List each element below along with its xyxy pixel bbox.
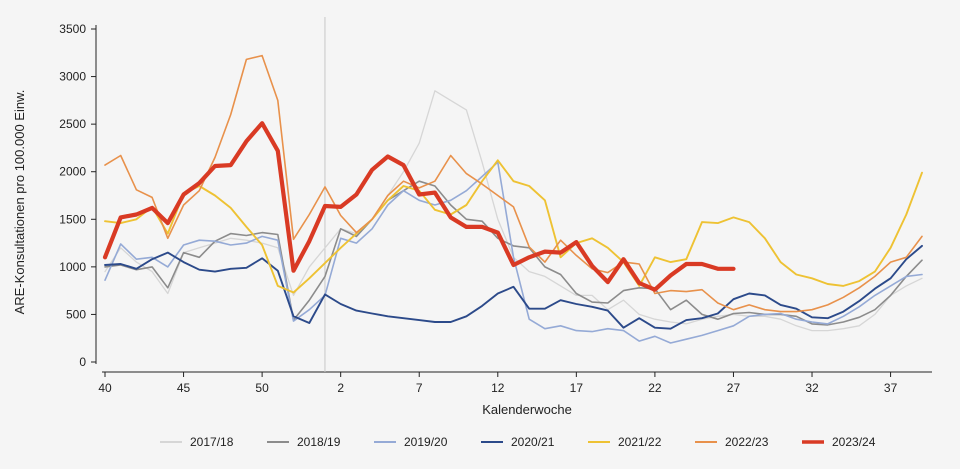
legend-item-2022-23: 2022/23	[695, 435, 769, 449]
series-line-2022-23	[104, 54, 923, 313]
legend-label: 2021/22	[618, 435, 662, 449]
legend-label: 2018/19	[297, 435, 341, 449]
x-tick-label: 12	[491, 381, 505, 395]
legend-item-2017-18: 2017/18	[160, 435, 234, 449]
series-line-2019-20	[104, 161, 923, 344]
x-tick-label: 45	[177, 381, 191, 395]
y-tick-label: 2500	[59, 117, 86, 131]
x-tick-label: 32	[805, 381, 819, 395]
x-tick-label: 40	[98, 381, 112, 395]
legend-label: 2017/18	[190, 435, 234, 449]
legend: 2017/18 2018/19 2019/20 2020/21 2021/22 2022/…	[160, 435, 876, 449]
legend-item-2023-24: 2023/24	[802, 435, 876, 449]
series-line-2020-21	[104, 244, 923, 330]
y-tick-label: 0	[79, 355, 86, 369]
x-tick-label: 50	[255, 381, 269, 395]
legend-label: 2023/24	[832, 435, 876, 449]
legend-label: 2019/20	[404, 435, 448, 449]
y-tick-label: 500	[66, 307, 86, 321]
y-tick-label: 3500	[59, 22, 86, 36]
y-tick-label: 3000	[59, 70, 86, 84]
series-line-2023-24	[102, 121, 736, 292]
x-tick-label: 27	[727, 381, 741, 395]
x-tick-label: 22	[648, 381, 662, 395]
y-tick-label: 1000	[59, 260, 86, 274]
y-axis-label: ARE-Konsultationen pro 100.000 Einw.	[12, 90, 27, 315]
legend-item-2019-20: 2019/20	[374, 435, 448, 449]
legend-label: 2022/23	[725, 435, 769, 449]
y-tick-label: 1500	[59, 212, 86, 226]
y-tick-label: 2000	[59, 165, 86, 179]
x-axis-label: Kalenderwoche	[482, 402, 572, 417]
legend-item-2021-22: 2021/22	[588, 435, 662, 449]
x-tick-label: 2	[337, 381, 344, 395]
x-tick-label: 37	[884, 381, 898, 395]
series-line-2017-18	[104, 90, 923, 332]
x-tick-label: 17	[570, 381, 584, 395]
legend-item-2018-19: 2018/19	[267, 435, 341, 449]
legend-item-2020-21: 2020/21	[481, 435, 555, 449]
series-layer	[102, 54, 923, 344]
legend-label: 2020/21	[511, 435, 555, 449]
series-line-2021-22	[104, 159, 923, 294]
x-tick-label: 7	[416, 381, 423, 395]
